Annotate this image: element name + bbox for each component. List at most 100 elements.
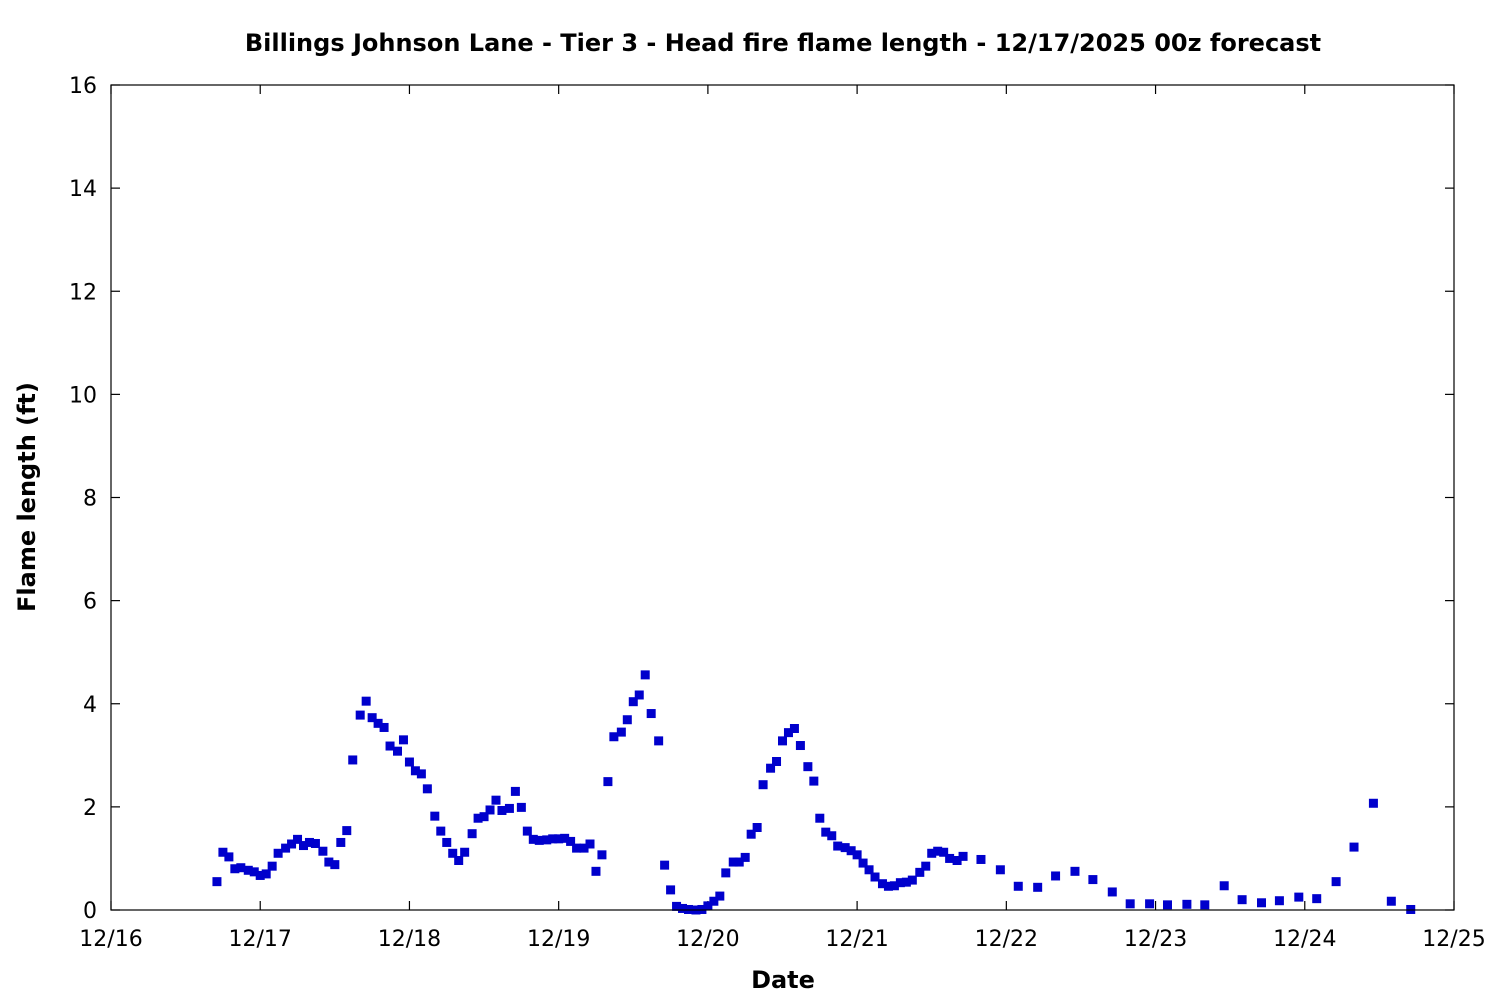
data-point [634,690,644,700]
x-tick-labels: 12/16 12/17 12/18 12/19 12/20 12/21 12/22 12/23… [79,927,1485,952]
data-point [603,777,613,787]
data-point [870,872,880,882]
data-point [473,813,483,823]
data-point [393,746,403,756]
data-point [789,724,799,733]
data-point [1274,896,1284,906]
y-axis-label: Flame length (ft) [13,382,41,612]
data-point [622,715,632,725]
y-tick-label: 14 [69,177,97,202]
data-point [1386,896,1396,906]
data-point [901,877,911,887]
plot-frame [110,84,1455,911]
data-point [342,826,352,836]
data-point [915,867,925,877]
data-point [318,846,328,856]
data-point [212,877,222,887]
data-point [516,802,526,812]
data-point [304,837,314,847]
data-point [1368,798,1378,808]
y-tick-label: 4 [83,693,97,718]
data-point [1107,887,1117,897]
data-point [721,868,731,878]
x-axis-label: Date [751,966,815,994]
data-point [410,766,420,776]
data-point [858,858,868,868]
x-tick-label: 12/22 [975,927,1038,952]
y-tick-label: 16 [69,74,97,99]
data-point [361,696,371,706]
data-point [889,881,899,891]
x-tick-label: 12/17 [229,927,292,952]
data-point [728,857,738,867]
data-point [1125,899,1135,909]
data-point [554,834,564,844]
data-point [766,763,776,773]
data-point [921,861,931,871]
data-point [883,881,893,891]
data-point [287,839,297,849]
x-tick-label: 12/18 [378,927,441,952]
data-point [293,834,303,844]
y-tick-label: 8 [83,487,97,512]
data-point [1162,900,1172,910]
data-point [385,741,395,751]
data-point [746,829,756,839]
data-point [243,865,253,875]
data-point [597,850,607,860]
data-point [491,795,501,805]
data-point [678,903,688,913]
data-point [436,826,446,836]
data-point [1219,881,1229,891]
y-tick-label: 10 [69,383,97,408]
data-point [815,813,825,823]
data-point [224,852,234,862]
data-point [609,732,619,742]
data-point [1145,899,1155,909]
data-point [298,841,308,851]
x-tick-label: 12/16 [79,927,142,952]
data-point [379,722,389,732]
data-point [709,896,719,906]
data-point [416,769,426,779]
data-point [840,843,850,853]
data-point [560,833,570,843]
data-point [1088,875,1098,885]
data-point [485,805,495,815]
data-point [995,865,1005,875]
data-point [454,856,464,865]
data-point [672,901,682,911]
data-point [310,838,320,848]
data-point [654,736,664,746]
data-point [267,861,277,871]
data-point [585,839,595,849]
data-point [703,901,713,911]
data-point [1312,894,1322,904]
data-point [1051,871,1061,881]
data-point [348,755,358,765]
data-point [778,736,787,746]
data-point [281,843,291,853]
data-point [852,850,862,860]
data-point [566,836,576,846]
x-tick-label: 12/20 [676,927,739,952]
data-point [528,834,538,844]
data-point [1070,866,1080,876]
data-point [236,863,246,873]
chart-title: Billings Johnson Lane - Tier 3 - Head fi… [245,29,1321,57]
data-point [927,848,937,858]
data-point [255,870,265,880]
data-point [479,812,489,822]
data-point [803,762,813,772]
data-point [945,853,955,863]
data-point [640,670,650,680]
data-point [877,879,887,889]
x-tick-label: 12/24 [1273,927,1336,952]
data-point [448,848,458,858]
data-point [864,865,874,875]
data-point [330,860,340,870]
data-point [572,843,582,853]
data-point [827,831,837,841]
y-tick-label: 6 [83,590,97,615]
